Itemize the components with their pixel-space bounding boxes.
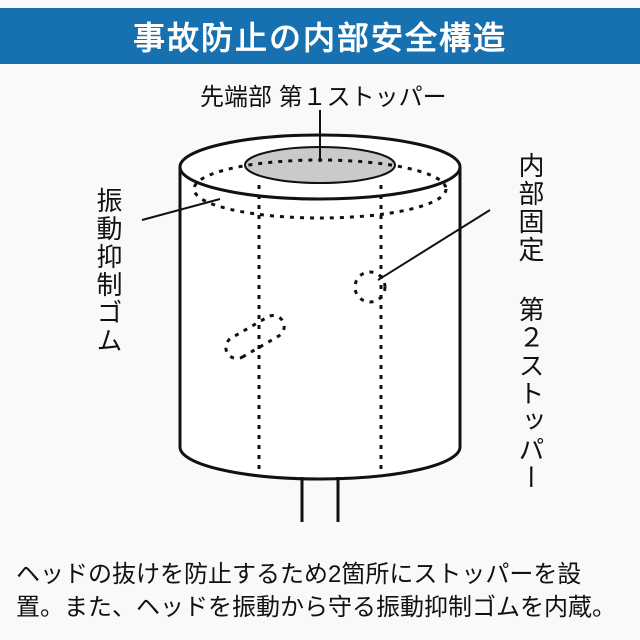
diagram-area: 先端部 第１ストッパー 振動抑制ゴム 内部固定 第２ストッパー	[0, 72, 640, 522]
label-right: 内部固定 第２ストッパー	[512, 152, 549, 492]
title-text: 事故防止の内部安全構造	[133, 13, 507, 59]
title-bar: 事故防止の内部安全構造	[0, 8, 640, 64]
caption: ヘッドの抜けを防止するため2箇所にストッパーを設置。また、ヘッドを振動から守る振…	[16, 559, 624, 624]
label-left: 振動抑制ゴム	[90, 187, 127, 355]
label-top: 先端部 第１ストッパー	[200, 77, 447, 112]
